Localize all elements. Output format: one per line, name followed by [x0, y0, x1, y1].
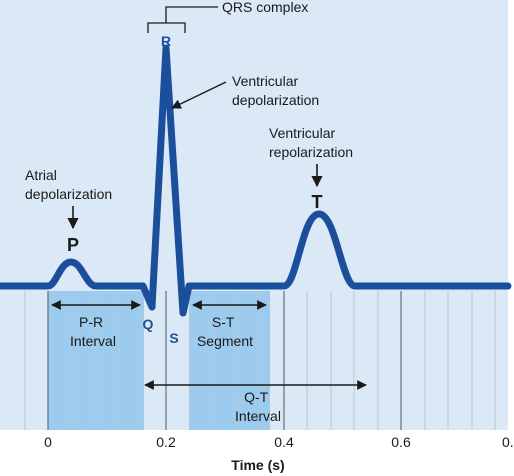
qt-interval-line-1: Q-T — [244, 389, 269, 405]
atrial-depolarization-line-2: depolarization — [25, 186, 112, 202]
ventricular-repolarization-line-1: Ventricular — [269, 125, 335, 141]
axis-tick-0: 0 — [44, 434, 52, 450]
axis-tick-0.6: 0.6 — [391, 434, 411, 450]
qrs-leader — [165, 6, 218, 23]
qt-interval-label: Q-T Interval — [235, 389, 281, 424]
axis-tick-0.2: 0.2 — [156, 434, 176, 450]
ventricular-depolarization-line-2: depolarization — [232, 92, 319, 108]
t-wave-label: T — [312, 192, 323, 212]
major-grid — [47, 291, 402, 430]
st-segment-band — [189, 291, 270, 430]
axis-title: Time (s) — [231, 457, 284, 473]
st-segment-label: S-T Segment — [197, 314, 253, 349]
p-wave-label: P — [67, 235, 79, 255]
ventricular-repolarization-label: Ventricular repolarization — [269, 125, 353, 160]
qt-interval-line-2: Interval — [235, 408, 281, 424]
qrs-complex-label: QRS complex — [222, 0, 308, 15]
ecg-trace — [0, 44, 512, 317]
s-wave-label: S — [169, 330, 178, 346]
atrial-depolarization-label: Atrial depolarization — [25, 167, 112, 202]
ventricular-depolarization-arrow — [171, 81, 227, 109]
atrial-depolarization-line-1: Atrial — [25, 167, 57, 183]
ventricular-repolarization-line-2: repolarization — [269, 144, 353, 160]
pr-interval-label: P-R Interval — [70, 314, 116, 349]
q-wave-label: Q — [143, 316, 154, 332]
pr-interval-line-2: Interval — [70, 333, 116, 349]
time-axis: 0 0.2 0.4 0.6 0. Time (s) — [44, 434, 514, 473]
r-wave-label: R — [161, 33, 171, 49]
time-grid — [24, 291, 496, 430]
pr-interval-line-1: P-R — [79, 314, 103, 330]
axis-tick-0.4: 0.4 — [274, 434, 294, 450]
st-segment-line-1: S-T — [212, 314, 235, 330]
axis-tick-0.8: 0. — [502, 434, 514, 450]
ventricular-depolarization-line-1: Ventricular — [232, 73, 298, 89]
ventricular-depolarization-label: Ventricular depolarization — [232, 73, 319, 108]
st-segment-line-2: Segment — [197, 333, 253, 349]
